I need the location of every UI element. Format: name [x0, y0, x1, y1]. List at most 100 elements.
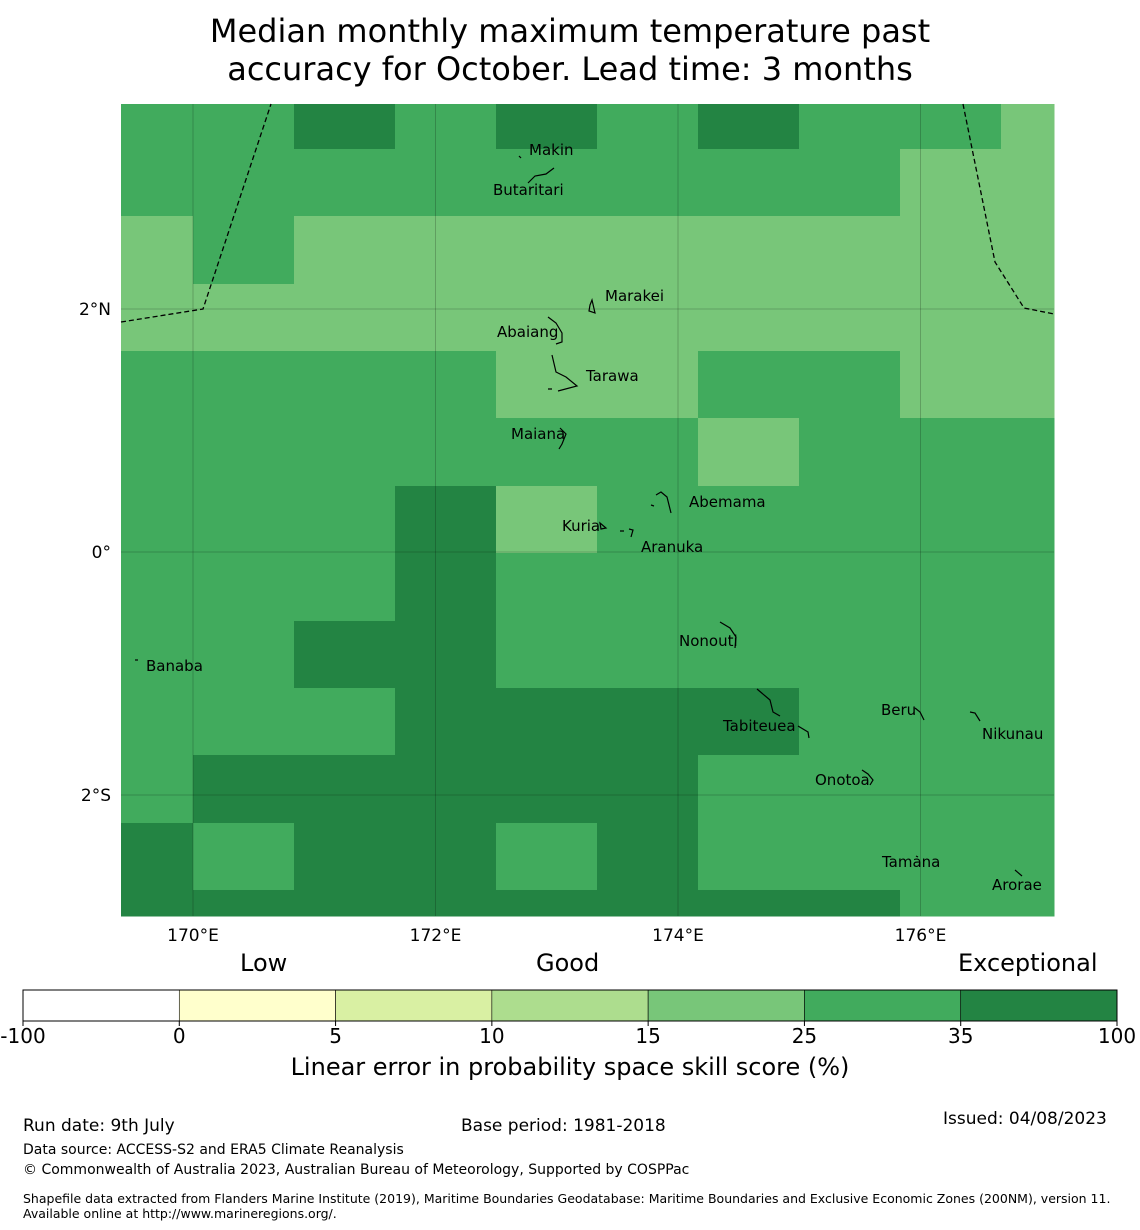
island-maiana-shape: [558, 427, 567, 450]
colorbar-bin: [960, 989, 1118, 1022]
skill-cell: [193, 486, 295, 554]
skill-cell: [496, 149, 598, 217]
island-tamana-shape: [915, 855, 919, 858]
island-aranuka-shape: [620, 528, 634, 538]
skill-cell: [597, 823, 699, 891]
skill-map: Makin Butaritari Marakei Abaiang Tarawa Maian…: [0, 103, 1136, 1048]
colorbar-tick-label: -100: [0, 1024, 45, 1048]
skill-cell: [496, 418, 598, 487]
skill-cell: [1001, 553, 1055, 622]
skill-cell: [900, 553, 1002, 622]
colorbar-bin: [491, 989, 649, 1022]
skill-cell: [294, 149, 396, 217]
skill-cell: [698, 149, 800, 217]
skill-cell: [121, 284, 194, 352]
skill-cell: [121, 823, 194, 891]
island-label-aranuka: Aranuka: [641, 538, 703, 556]
skill-cell: [1001, 351, 1055, 419]
skill-cell: [597, 688, 699, 756]
skill-cell: [597, 621, 699, 689]
map-title-line-1: Median monthly maximum temperature past: [209, 12, 931, 50]
island-label-nonouti: Nonouti: [679, 632, 738, 650]
issued-date: Issued: 04/08/2023: [943, 1109, 1107, 1129]
skill-cell: [496, 284, 598, 352]
data-source: Data source: ACCESS-S2 and ERA5 Climate …: [23, 1142, 404, 1158]
skill-cell: [294, 621, 396, 689]
longitude-label: 176°E: [895, 926, 947, 946]
island-label-tamana: Tamana: [881, 853, 940, 871]
skill-cell: [698, 486, 800, 554]
skill-cell: [395, 890, 497, 917]
eez-boundary-east: [962, 103, 1055, 315]
skill-cell: [799, 621, 901, 689]
skill-cell: [294, 104, 396, 150]
skill-cell: [496, 688, 598, 756]
island-makin-shape: [518, 155, 522, 159]
skill-cell: [193, 284, 295, 352]
colorbar-bin: [335, 989, 493, 1022]
skill-cell: [900, 418, 1002, 487]
colorbar-tick-label: 25: [792, 1024, 817, 1048]
skill-cell: [395, 823, 497, 891]
skill-cell: [193, 755, 295, 824]
skill-cell: [121, 621, 194, 689]
skill-cell: [1001, 216, 1055, 285]
skill-cell: [294, 688, 396, 756]
skill-cell: [597, 890, 699, 917]
skill-cell: [294, 351, 396, 419]
skill-cell: [294, 823, 396, 891]
skill-cell: [900, 284, 1002, 352]
latitude-label: 0°: [92, 543, 111, 563]
island-label-nikunau: Nikunau: [982, 725, 1043, 743]
skill-cell: [294, 890, 396, 917]
skill-cell: [900, 890, 1002, 917]
skill-cell: [698, 553, 800, 622]
axis-labels: 170°E 172°E 174°E 176°E 2°N 0° 2°S: [79, 300, 946, 946]
skill-cell: [597, 418, 699, 487]
colorbar-tick-label: 5: [329, 1024, 342, 1048]
skill-cell: [1001, 621, 1055, 689]
skill-cell: [496, 216, 598, 285]
island-label-marakei: Marakei: [605, 287, 664, 305]
island-label-onotoa: Onotoa: [815, 771, 870, 789]
skill-cell: [597, 486, 699, 554]
skill-cell: [698, 890, 800, 917]
skill-cell: [799, 149, 901, 217]
island-label-abaiang: Abaiang: [497, 323, 558, 341]
skill-cell: [193, 823, 295, 891]
skill-cell: [1001, 823, 1055, 891]
colorbar-bin: [647, 989, 805, 1022]
skill-cell: [900, 621, 1002, 689]
island-label-tarawa: Tarawa: [585, 367, 639, 385]
skill-cell: [799, 486, 901, 554]
skill-cell: [121, 553, 194, 622]
skill-cell: [395, 351, 497, 419]
island-abemama-shape: [650, 491, 672, 514]
skill-cell: [597, 351, 699, 419]
island-label-abemama: Abemama: [689, 493, 766, 511]
skill-cell: [900, 216, 1002, 285]
skill-cell: [395, 284, 497, 352]
skill-cell: [496, 823, 598, 891]
skill-cell: [193, 351, 295, 419]
legend-category-exceptional: Exceptional: [958, 949, 1098, 977]
colorbar-bin: [178, 989, 336, 1022]
island-butaritari-shape: [527, 167, 555, 184]
colorbar-bin: [804, 989, 962, 1022]
legend-category-low: Low: [240, 949, 288, 977]
base-period: Base period: 1981-2018: [461, 1116, 666, 1136]
eez-boundary-west: [120, 103, 272, 323]
island-nonouti-shape: [719, 621, 737, 649]
latitude-label: 2°S: [81, 786, 111, 806]
skill-cell: [294, 284, 396, 352]
skill-cell: [1001, 284, 1055, 352]
skill-cell: [799, 104, 901, 150]
skill-cell: [900, 351, 1002, 419]
skill-cell: [294, 755, 396, 824]
skill-grid: [121, 104, 1055, 917]
skill-cell: [395, 149, 497, 217]
skill-cell: [1001, 149, 1055, 217]
skill-cell: [496, 755, 598, 824]
skill-cell: [799, 284, 901, 352]
skill-cell: [121, 688, 194, 756]
